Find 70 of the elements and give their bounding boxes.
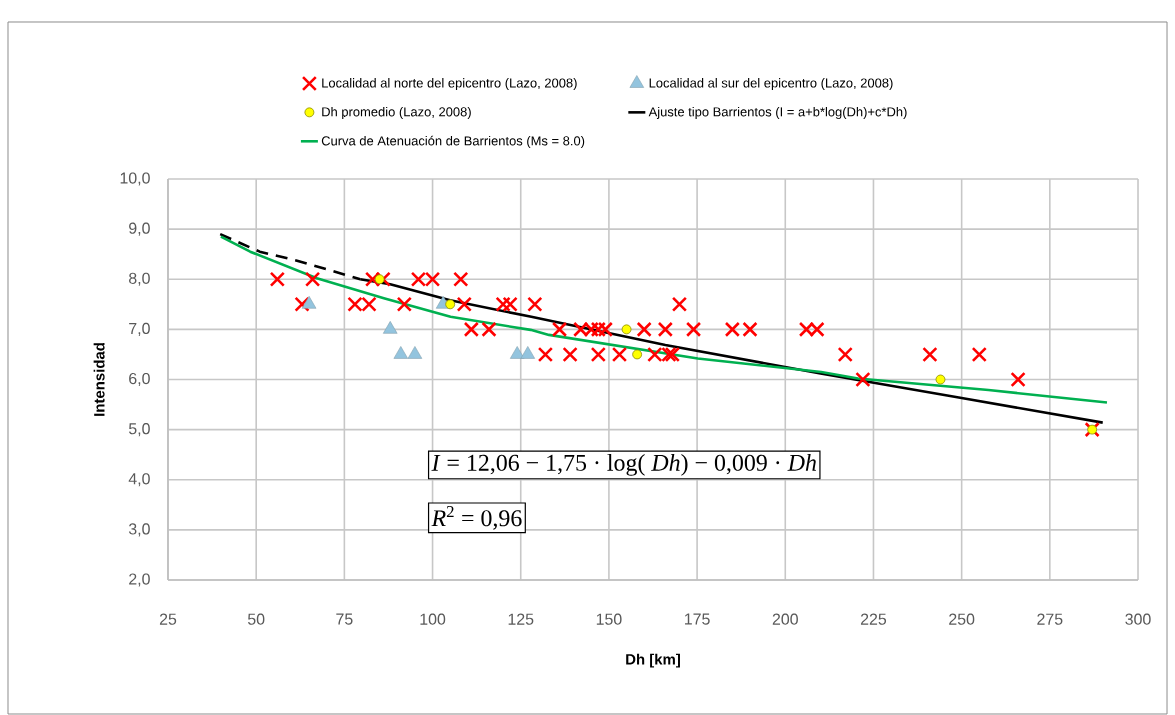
point [456,296,472,312]
point [636,321,652,338]
point [971,346,987,363]
x-tick-label: 100 [420,613,446,625]
point [855,371,871,388]
point [396,296,412,312]
point [495,296,511,312]
y-tick-label: 2,0 [129,573,150,587]
annotation: I = 12,06 − 1,75 · log( Dh) − 0,009 · Dh [431,454,816,476]
point [304,271,321,287]
point [621,324,632,335]
point [520,346,536,359]
point [374,274,385,285]
point [294,296,310,312]
point [537,346,554,363]
legend-label: Curva de Atenuación de Barrientos (Ms = 8.0) [321,135,585,148]
line-series [219,235,1109,404]
point [453,271,469,287]
legend-label: Localidad al sur del epicentro (Lazo, 2008) [649,78,893,91]
annotation: R$^{2}$ = 0,96 [431,505,522,530]
x-tick-label: 175 [685,613,710,625]
point [502,296,518,312]
point [935,374,946,385]
point [527,296,543,312]
x-tick-label: 200 [772,613,798,625]
y-tick-label: 8,0 [129,272,150,286]
point [562,346,578,363]
point [301,296,317,309]
point [1010,371,1026,388]
point [632,349,643,360]
point [269,271,286,287]
x-tick-label: 150 [596,613,622,625]
x-tick-label: 50 [247,613,265,625]
legend-label: Localidad al norte del epicentro (Lazo, 2008) [322,78,577,91]
point [445,299,456,310]
y-tick-label: 7,0 [129,322,150,336]
point [611,346,628,363]
point [463,321,480,338]
x-tick-label: 25 [159,613,177,625]
x-tick-label: 275 [1037,613,1063,625]
point [657,321,674,338]
x-tick-label: 300 [1125,613,1151,625]
point [481,321,497,338]
legend-label: Dh promedio (Lazo, 2008) [322,106,471,119]
x-axis-title: Dh [km] [626,653,680,668]
point [551,321,568,338]
y-tick-label: 4,0 [128,473,150,487]
point [407,346,423,359]
y-tick-label: 6,0 [129,372,150,387]
point [742,321,758,338]
y-tick-label: 3,0 [128,523,150,537]
x-tick-label: 250 [949,613,975,625]
point [685,321,702,338]
point [382,321,398,334]
y-tick-label: 10,0 [120,172,150,186]
point [590,321,606,338]
y-tick-label: 5,0 [128,423,150,437]
x-tick-label: 125 [508,613,534,625]
point [837,346,853,363]
point [922,346,938,363]
point [671,296,688,312]
x-tick-label: 75 [336,613,353,625]
legend-label: Ajuste tipo Barrientos (I = a+b*log(Dh)+c*Dh) [648,106,907,119]
x-tick-label: 225 [860,613,887,625]
point [590,346,606,363]
point [509,346,525,359]
y-tick-label: 9,0 [129,222,150,236]
point [724,321,741,338]
point [393,346,409,359]
y-axis-title: Intensidad [93,343,105,416]
